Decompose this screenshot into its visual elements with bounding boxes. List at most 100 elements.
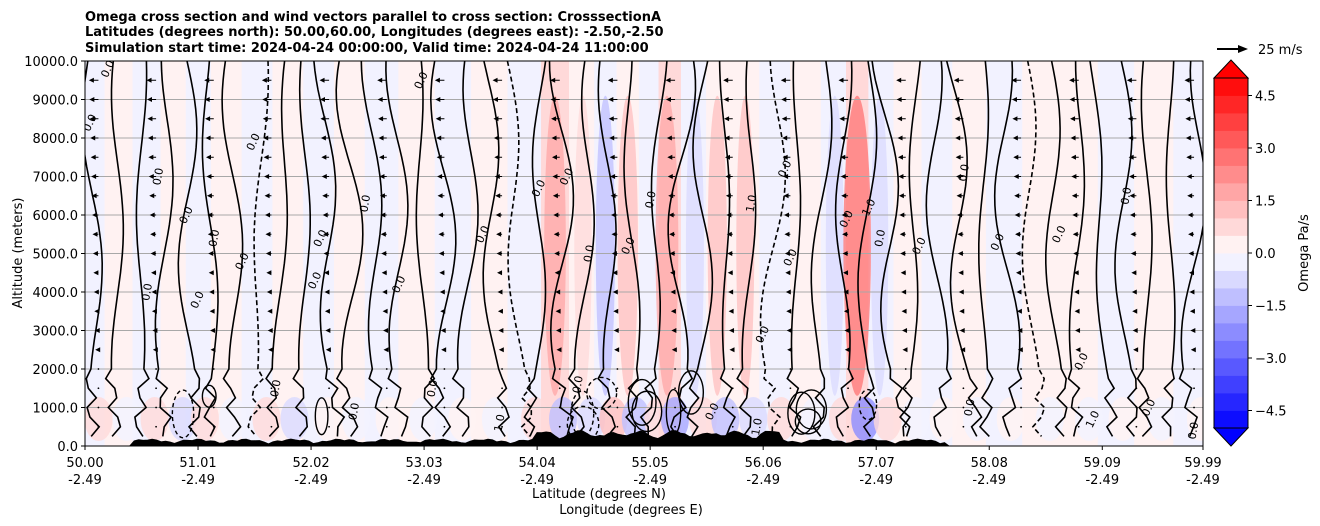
omega-cell [112, 397, 141, 442]
wind-vector [724, 154, 730, 160]
wind-vector [325, 328, 331, 333]
wind-vector [319, 77, 325, 83]
wind-vector [97, 368, 100, 370]
contour-line [360, 61, 389, 437]
quiver-key: 25 m/s [1217, 43, 1303, 58]
wind-vector [789, 387, 792, 390]
wind-vector [847, 425, 849, 428]
y-axis-ticks: 0.0 1000.0 2000.0 3000.0 4000.0 5000.0 6000.0 7… [24, 55, 85, 455]
contour-label: 0.0 [268, 379, 284, 398]
wind-vector [1077, 387, 1080, 390]
wind-vector [1133, 347, 1139, 353]
wind-vector [847, 387, 849, 390]
y-tick-label: 5000.0 [33, 248, 79, 263]
wind-vector [1193, 406, 1195, 409]
contour-loop [787, 391, 816, 435]
x-tick-label-lat: 51.01 [179, 456, 216, 471]
wind-vector [1072, 231, 1078, 237]
wind-vector [962, 425, 965, 428]
omega-cell [736, 95, 755, 396]
wind-vector [554, 251, 560, 256]
colorbar-level [1214, 218, 1248, 236]
wind-vector [497, 308, 503, 314]
omega-cell [617, 95, 638, 396]
wind-vector [781, 116, 787, 122]
wind-vector [97, 425, 100, 428]
wind-vector [443, 406, 446, 409]
colorbar-level [1214, 323, 1248, 341]
wind-vector [379, 174, 385, 179]
wind-vector [328, 387, 330, 390]
wind-vector [962, 387, 965, 390]
y-tick-label: 2000.0 [33, 363, 79, 378]
contour-loop [631, 390, 663, 433]
colorbar-level [1214, 253, 1248, 271]
wind-vector [493, 135, 499, 141]
contour-loop [586, 376, 618, 410]
wind-vector [608, 116, 614, 122]
wind-vector [265, 212, 271, 218]
wind-vector [840, 174, 846, 179]
wind-vector [787, 347, 793, 353]
wind-vector [1131, 289, 1137, 295]
wind-vector [146, 97, 152, 102]
wind-vector [209, 308, 215, 314]
wind-vector [1185, 116, 1191, 122]
x-tick-label-lon: -2.49 [520, 473, 554, 488]
wind-vector [1070, 116, 1076, 122]
x-tick-label-lat: 57.07 [858, 456, 895, 471]
wind-vector [611, 251, 617, 256]
wind-vector [94, 308, 100, 314]
wind-vector [1020, 406, 1022, 409]
omega-cell [218, 397, 247, 442]
wind-vector [208, 251, 214, 256]
x-tick-label-lat: 58.08 [971, 456, 1008, 471]
wind-vector [1127, 97, 1133, 102]
wind-vector [1187, 193, 1193, 199]
x-tick-label-lat: 55.05 [632, 456, 669, 471]
contour-line [993, 61, 1023, 437]
omega-cell [873, 397, 902, 442]
wind-vector [266, 270, 272, 276]
y-tick-label: 7000.0 [33, 171, 79, 186]
wind-vector [97, 406, 100, 409]
wind-vector [904, 425, 907, 428]
x-tick-label-lon: -2.49 [1085, 473, 1119, 488]
contour-line [899, 61, 921, 437]
wind-vector [552, 193, 558, 199]
wind-vector [1015, 231, 1021, 237]
wind-vector [206, 193, 212, 199]
wind-vector [838, 97, 844, 102]
contour-line [335, 61, 364, 437]
wind-vector [1020, 425, 1022, 428]
wind-vector [667, 154, 673, 160]
wind-vector [321, 174, 327, 179]
wind-vector [324, 289, 330, 295]
wind-vector [783, 174, 789, 179]
wind-vector [553, 212, 559, 218]
wind-vector [151, 289, 157, 295]
omega-cell [140, 397, 169, 442]
wind-vector [783, 212, 789, 218]
contour-line [221, 61, 244, 437]
wind-vector [789, 368, 792, 370]
wind-vector [324, 308, 330, 314]
wind-vector [1011, 77, 1017, 83]
contour-label: 0.0 [150, 167, 166, 186]
wind-vector [155, 406, 157, 409]
x-tick-label-lat: 52.02 [292, 456, 329, 471]
wind-vector [149, 212, 155, 218]
wind-vector [270, 387, 273, 390]
wind-vector [438, 212, 444, 218]
wind-vector [1129, 174, 1135, 179]
wind-vector [267, 328, 273, 333]
wind-vector [146, 77, 152, 83]
wind-vector [1193, 425, 1195, 428]
wind-vector [495, 212, 501, 218]
wind-vector [674, 406, 676, 409]
x-tick-label-lon: -2.49 [181, 473, 215, 488]
wind-vector [497, 270, 503, 276]
wind-vector [553, 231, 559, 237]
wind-vector [1014, 193, 1020, 199]
